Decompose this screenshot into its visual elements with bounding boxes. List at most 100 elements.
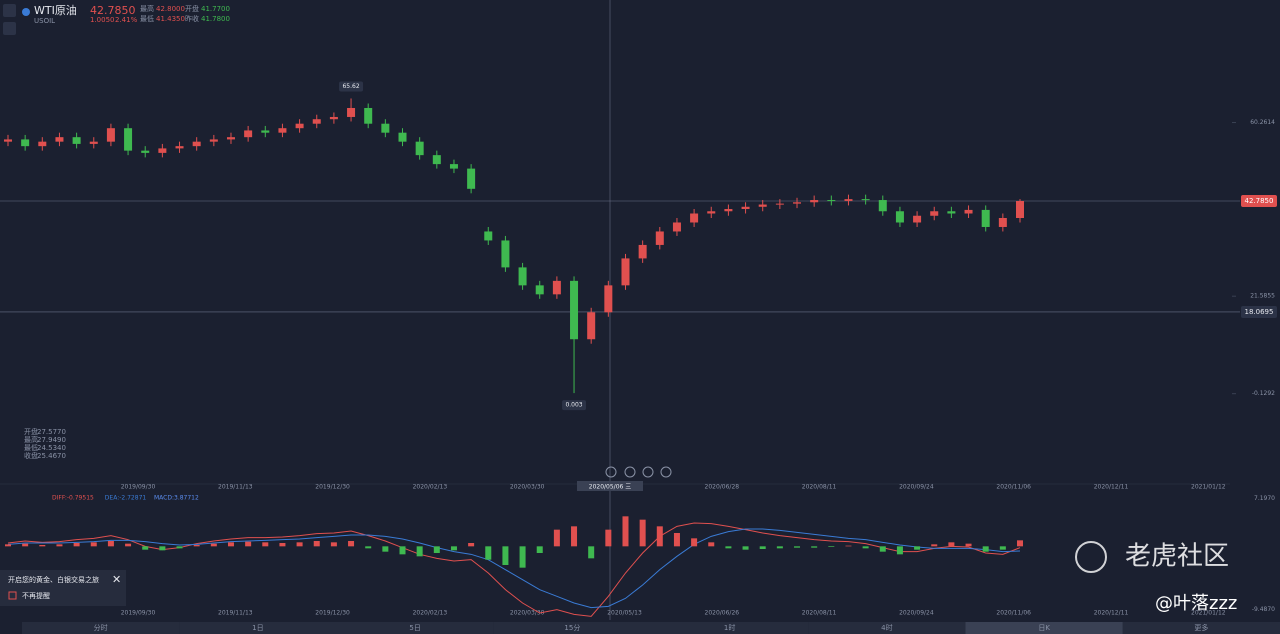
candle-body	[947, 211, 956, 214]
tab[interactable]	[493, 622, 651, 634]
macd-bar	[468, 543, 475, 547]
macd-bar	[519, 546, 526, 568]
tab-label[interactable]: 更多	[1194, 623, 1208, 632]
macd-bar	[262, 542, 269, 547]
popup-option[interactable]: 不再提醒	[22, 591, 50, 600]
macd-bar	[176, 546, 183, 549]
macd-bar	[502, 546, 509, 565]
macd-bar	[931, 544, 938, 547]
candle-body	[930, 211, 939, 216]
tab-label[interactable]: 分时	[94, 623, 108, 632]
candle-body	[89, 141, 98, 144]
stat-label: 昨收	[185, 14, 199, 23]
y-tick-label: 7.1970	[1254, 495, 1275, 502]
macd-bar	[622, 516, 629, 547]
price: 42.7850	[90, 4, 136, 17]
x-tick-label: 2019/11/13	[218, 484, 253, 491]
draw-button[interactable]	[3, 22, 16, 35]
x-tick-label: 2020/12/11	[1094, 610, 1129, 617]
macd-bar	[245, 541, 252, 547]
zoom-controls	[605, 466, 672, 478]
macd-bar	[536, 546, 543, 553]
candle-body	[570, 280, 579, 340]
x-tick-label: 2020/09/24	[899, 610, 934, 617]
candle-body	[621, 258, 630, 286]
macd-bar	[862, 546, 869, 549]
macd-bar	[159, 546, 166, 551]
macd-bar	[313, 541, 320, 547]
candle-body	[758, 204, 767, 207]
macd-bar	[330, 542, 337, 547]
stat-value: 41.4350	[156, 15, 185, 23]
macd-bar	[588, 546, 595, 559]
candle-body	[312, 119, 321, 124]
candle-body	[347, 107, 356, 117]
watermark-logo	[1075, 541, 1107, 573]
macd-bar	[571, 526, 578, 547]
candle-body	[518, 267, 527, 286]
cursor-price-tag	[1241, 305, 1277, 318]
tab-label[interactable]: 1日	[252, 624, 263, 632]
x-tick-label: 2019/09/30	[121, 610, 156, 617]
macd-bar	[56, 544, 63, 547]
candle-body	[964, 209, 973, 214]
macd-bar	[896, 546, 903, 555]
tab-label[interactable]: 5日	[409, 624, 420, 632]
tab-label[interactable]: 4时	[881, 623, 892, 632]
candle-body	[604, 285, 613, 313]
candle-body	[415, 141, 424, 156]
tab[interactable]	[336, 622, 494, 634]
zoom-in[interactable]	[660, 466, 672, 478]
stat-label: 最低	[140, 14, 154, 23]
candle-body	[998, 217, 1007, 227]
candle-body	[467, 168, 476, 189]
macd-bar	[914, 546, 921, 550]
macd-bar	[348, 541, 355, 547]
tab[interactable]	[22, 622, 180, 634]
zoom-out[interactable]	[605, 466, 617, 478]
ohlc-value: 24.5340	[37, 444, 66, 452]
candle-body	[810, 200, 819, 203]
candle-body	[449, 164, 458, 169]
symbol[interactable]: WTI原油	[34, 3, 77, 17]
next[interactable]	[642, 466, 654, 478]
x-tick-label: 2020/12/11	[1094, 484, 1129, 491]
macd-bar	[296, 542, 303, 547]
candle-body	[4, 139, 12, 142]
tab-label[interactable]: 15分	[564, 623, 580, 632]
tab-label[interactable]: 1时	[724, 623, 735, 632]
tab[interactable]	[965, 622, 1123, 634]
x-tick-label: 2020/05/13	[607, 610, 642, 617]
stat-value: 41.7800	[201, 15, 230, 23]
candle-body	[158, 148, 167, 153]
candle-body	[398, 132, 407, 142]
extreme-tag	[339, 81, 364, 92]
x-tick-label: 2020/03/30	[510, 484, 545, 491]
tab[interactable]	[651, 622, 809, 634]
x-tick-label: 2020/06/26	[705, 610, 740, 617]
y-tick-label: -9.4870	[1252, 606, 1275, 613]
macd-bar	[5, 544, 11, 547]
prev[interactable]	[624, 466, 636, 478]
close-button[interactable]	[3, 4, 16, 17]
candle-body	[295, 123, 304, 129]
macd-bar	[193, 545, 200, 547]
candle-body	[895, 211, 904, 223]
tab[interactable]	[808, 622, 966, 634]
macd-bar	[742, 546, 749, 550]
candle-body	[175, 146, 184, 149]
checkbox[interactable]	[8, 591, 17, 600]
tab-label[interactable]: 日K	[1038, 624, 1050, 632]
candle-body	[861, 199, 870, 201]
tab[interactable]	[179, 622, 337, 634]
macd-bar	[22, 543, 29, 547]
candle-body	[741, 206, 750, 210]
popup-close[interactable]: ✕	[112, 573, 121, 586]
change-pct: 2.41%	[115, 16, 138, 24]
tab[interactable]	[1122, 622, 1280, 634]
code: USOIL	[34, 17, 55, 25]
x-tick-label: 2020/06/28	[705, 484, 740, 491]
macd-bar	[982, 546, 989, 552]
y-tick-label: -0.1292	[1252, 390, 1275, 397]
